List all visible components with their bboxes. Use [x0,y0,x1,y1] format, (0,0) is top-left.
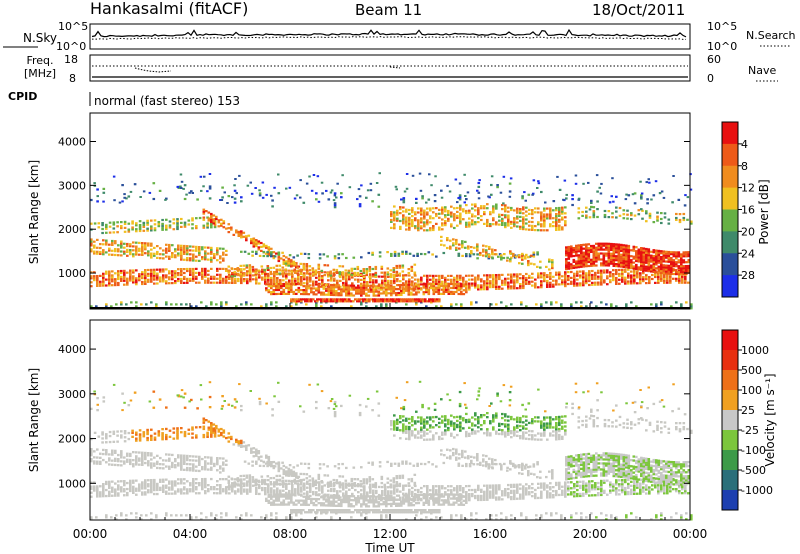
time-tick-2: 08:00 [273,527,308,541]
power-colorbar-tick-2: 12 [741,182,755,195]
power-colorbar-swatch-4 [722,209,738,232]
power-colorbar-swatch-3 [722,187,738,210]
nsearch-tick-low: 10^0 [707,40,737,53]
power-ytick-2: 3000 [58,179,86,192]
velocity-colorbar-swatch-4 [722,410,738,431]
freq-panel: Freq. [MHz] 18 8 60 0 Nave [24,53,778,85]
nsky-frame [89,23,691,50]
power-colorbar: 4 8 12 16 20 24 28 [721,121,755,298]
power-colorbar-swatch-0 [722,122,738,145]
velocity-colorbar-tick-5: -100 [741,444,766,457]
nsky-trace [91,28,687,38]
velocity-colorbar-tick-6: -500 [741,464,766,477]
power-colorbar-swatch-7 [722,275,738,298]
power-colorbar-tick-5: 24 [741,247,755,260]
nsky-tick-high: 10^5 [58,20,88,33]
velocity-ytick-3: 4000 [58,343,86,356]
nsky-label: N.Sky [23,31,57,45]
power-colorbar-swatch-2 [722,165,738,189]
power-panel: 1000 2000 3000 4000 Slant Range [km] 4 8 12 16… [27,112,771,310]
cpid-label: CPID [8,90,37,103]
freq-label: Freq. [26,54,53,67]
velocity-colorbar-tick-7: -1000 [741,484,773,497]
time-axis-label: Time UT [364,541,415,554]
power-ylabel: Slant Range [km] [27,160,41,264]
time-tick-0: 00:00 [73,527,108,541]
power-colorbar-tick-4: 20 [741,225,755,238]
velocity-colorbar-swatch-2 [722,370,738,391]
freq-tick-high: 18 [64,53,78,66]
power-colorbar-tick-0: 4 [741,138,748,151]
beam-title: Beam 11 [355,1,422,19]
nsearch-tick-high: 10^5 [707,20,737,33]
velocity-colorbar-swatch-8 [722,490,738,511]
power-colorbar-label: Power [dB] [757,179,771,244]
velocity-colorbar-tick-0: 1000 [741,344,769,357]
freq-tick-low: 8 [69,72,76,85]
power-colorbar-swatch-6 [722,253,738,276]
time-tick-1: 04:00 [173,527,208,541]
power-colorbar-swatch-1 [722,143,738,167]
nsky-panel: N.Sky 10^5 10^0 10^5 10^0 N.Search [3,20,796,53]
velocity-colorbar-swatch-7 [722,470,738,491]
velocity-ytick-2: 3000 [58,388,86,401]
power-ytick-3: 4000 [58,136,86,149]
freq-unit-label: [MHz] [24,67,56,80]
velocity-colorbar-swatch-6 [722,450,738,471]
velocity-colorbar: 1000 500 100 25 -25 -100 -500 -1000 [721,329,773,511]
velocity-ytick-0: 1000 [58,477,86,490]
time-tick-4: 16:00 [473,527,508,541]
time-tick-5: 20:00 [573,527,608,541]
power-colorbar-tick-1: 8 [741,160,748,173]
time-tick-3: 12:00 [373,527,408,541]
station-title: Hankasalmi (fitACF) [90,0,248,18]
velocity-colorbar-tick-2: 100 [741,384,762,397]
date-title: 18/Oct/2011 [592,1,685,19]
time-axis: 00:00 04:00 08:00 12:00 16:00 20:00 00:00 [73,303,708,541]
velocity-ylabel: Slant Range [km] [27,368,41,472]
nsearch-label: N.Search [746,29,796,42]
nave-tick-high: 60 [707,53,721,66]
velocity-colorbar-label: Velocity [m s⁻¹] [763,373,777,466]
velocity-colorbar-tick-4: -25 [741,424,759,437]
velocity-colorbar-swatch-3 [722,390,738,411]
velocity-panel: 1000 2000 3000 4000 Slant Range [km] 1000 50… [27,319,777,521]
power-colorbar-swatch-5 [722,231,738,254]
power-colorbar-tick-6: 28 [741,269,755,282]
nave-tick-low: 0 [707,72,714,85]
velocity-colorbar-tick-3: 25 [741,404,755,417]
time-tick-6: 00:00 [673,527,708,541]
power-ytick-1: 2000 [58,223,86,236]
nave-label: Nave [748,64,776,77]
velocity-colorbar-tick-1: 500 [741,364,762,377]
power-colorbar-tick-3: 16 [741,204,755,217]
power-data-cells [90,172,693,310]
cpid-text: normal (fast stereo) 153 [94,94,240,108]
velocity-colorbar-swatch-5 [722,430,738,451]
velocity-colorbar-swatch-1 [722,350,738,371]
nsky-tick-low: 10^0 [56,40,86,53]
velocity-ytick-1: 2000 [58,433,86,446]
power-ytick-0: 1000 [58,267,86,280]
velocity-colorbar-swatch-0 [722,330,738,351]
velocity-data-cells [90,380,693,521]
